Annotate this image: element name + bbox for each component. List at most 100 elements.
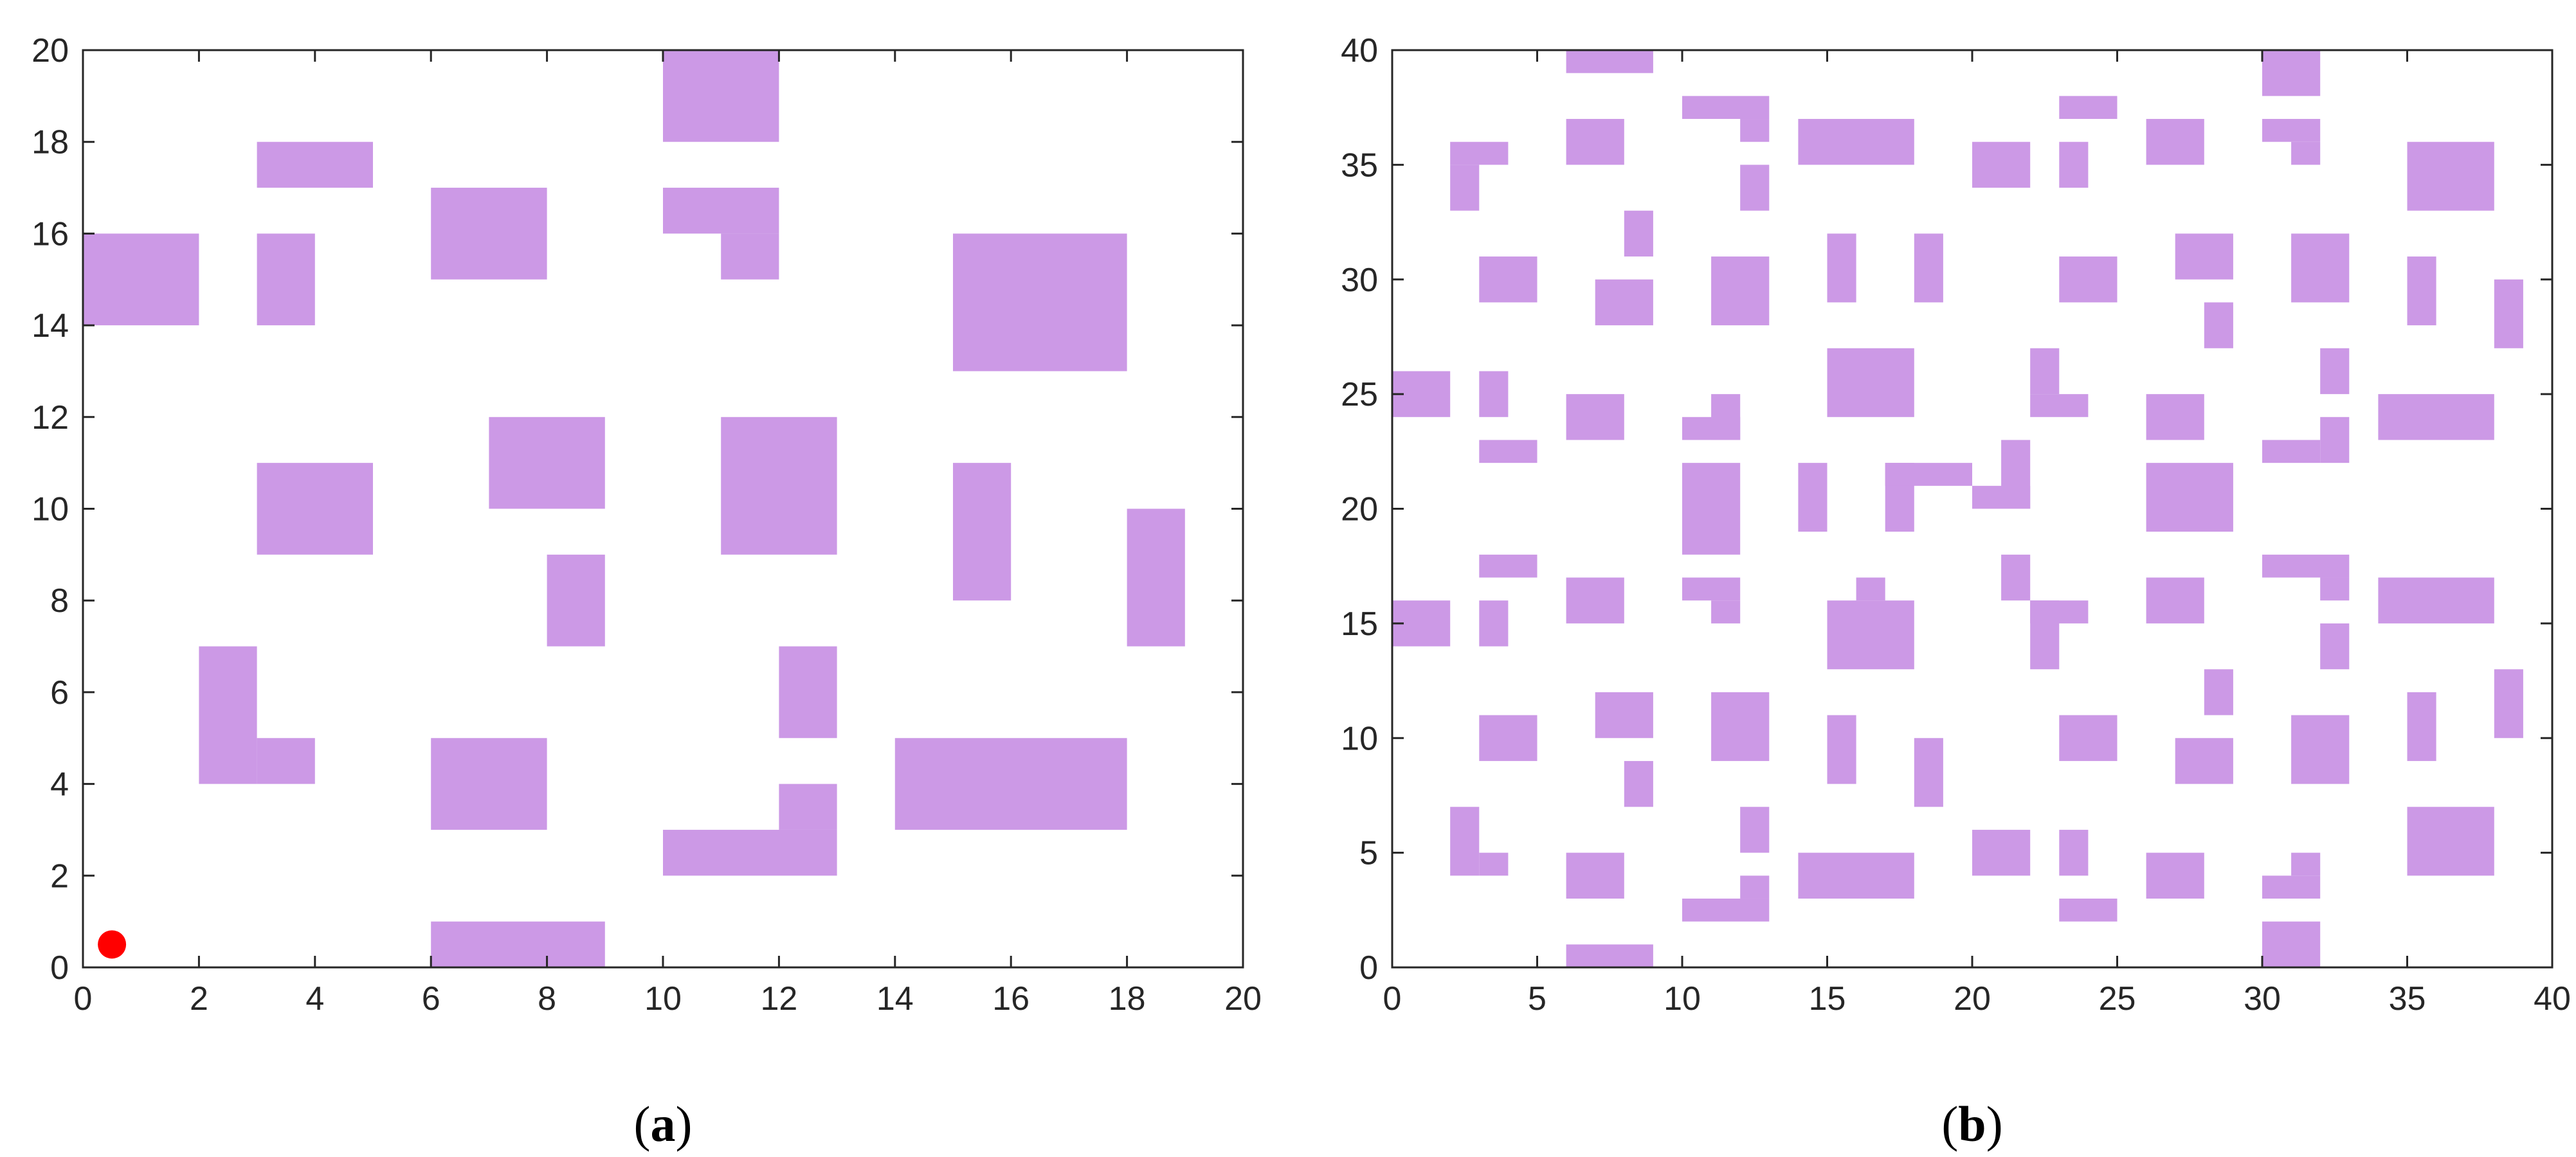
panel-b-obstacle-75 — [2407, 692, 2436, 761]
panel-b-obstacle-91 — [2407, 807, 2494, 876]
panel-b-obstacle-68 — [1479, 715, 1537, 761]
panel-a-start-marker — [98, 930, 127, 959]
panel-b-obstacle-24 — [2291, 233, 2350, 303]
panel-b-obstacle-10 — [1798, 119, 1914, 165]
panel-a-obstacle-4 — [431, 188, 547, 280]
panel-a-y-tick-label: 14 — [32, 307, 69, 345]
panel-a-x-tick-labels: 0 2 4 6 8 10 12 14 16 18 20 — [74, 980, 1262, 1018]
panel-a-y-tick-label: 20 — [32, 32, 69, 69]
panel-b-obstacle-22 — [2059, 256, 2118, 303]
panel-b-obstacle-38 — [2320, 417, 2350, 463]
panel-b-obstacle-48 — [2146, 463, 2233, 532]
panel-b-obstacle-16 — [1624, 210, 1653, 257]
panel-b-obstacle-45 — [1885, 463, 1972, 486]
panel-b-map: 0 5 10 15 20 25 30 35 40 0 5 10 15 20 25 30 35 40 (b) — [1341, 32, 2571, 1152]
panel-b-x-tick-label: 20 — [1954, 980, 1991, 1018]
panel-b-obstacle-83 — [1740, 875, 1770, 899]
panel-a-obstacle-8 — [489, 417, 605, 509]
panel-a-y-tick-label: 2 — [50, 857, 69, 895]
panel-a-y-tick-label: 10 — [32, 491, 69, 528]
panel-b-obstacle-81 — [1798, 852, 1914, 899]
panel-a-y-tick-label: 16 — [32, 215, 69, 253]
panel-a-obstacle-17 — [431, 738, 547, 830]
panel-a-obstacle-2 — [83, 233, 199, 326]
panel-b-obstacle-35 — [2030, 394, 2089, 417]
panel-a-start-marker-layer — [98, 930, 127, 959]
panel-b-obstacle-79 — [1740, 807, 1770, 853]
panel-b-obstacle-90 — [2262, 921, 2321, 967]
panel-b-obstacle-14 — [2407, 141, 2494, 211]
panel-a-y-tick-label: 4 — [50, 766, 69, 803]
panel-b-y-tick-label: 25 — [1341, 376, 1378, 413]
panel-b-obstacle-39 — [2262, 440, 2321, 463]
panel-b-obstacle-55 — [1827, 600, 1914, 670]
panel-b-obstacle-4 — [2059, 96, 2118, 120]
panel-b-ticks — [1391, 49, 2553, 969]
panel-b-obstacle-17 — [1914, 233, 1943, 303]
panel-b-obstacle-8 — [1450, 165, 1480, 211]
panel-a-y-tick-label: 8 — [50, 582, 69, 620]
panel-b-obstacle-52 — [1566, 577, 1624, 623]
panel-b-obstacle-72 — [2059, 715, 2118, 761]
panel-a-x-tick-label: 6 — [422, 980, 440, 1018]
panel-b-x-tick-label: 0 — [1383, 980, 1402, 1018]
panel-b-obstacle-11 — [1972, 141, 2031, 188]
panel-b-obstacle-49 — [1479, 554, 1537, 578]
panel-a-obstacle-15 — [257, 738, 315, 784]
panel-b-y-tick-label: 30 — [1341, 262, 1378, 299]
panel-b-y-tick-label: 10 — [1341, 720, 1378, 757]
panel-a-obstacle-12 — [1127, 508, 1185, 647]
panel-b-obstacle-18 — [1827, 233, 1856, 303]
panel-b-obstacle-62 — [2320, 577, 2350, 601]
panel-b-x-tick-label: 35 — [2389, 980, 2426, 1018]
panel-b-x-tick-label: 40 — [2534, 980, 2571, 1018]
panel-b-obstacle-51 — [1479, 600, 1509, 647]
panel-b-obstacle-32 — [1682, 417, 1741, 440]
panel-b-obstacle-43 — [1798, 463, 1828, 532]
panel-b-obstacle-82 — [1682, 898, 1770, 922]
panel-b-obstacle-2 — [1682, 96, 1770, 120]
panel-b-obstacle-37 — [2320, 348, 2350, 395]
panel-b-y-tick-label: 20 — [1341, 491, 1378, 528]
panel-b-obstacle-69 — [1827, 715, 1856, 784]
panel-b-obstacle-13 — [2146, 119, 2204, 165]
panel-a-obstacle-1 — [257, 141, 373, 188]
panel-b-y-tick-label: 35 — [1341, 147, 1378, 184]
panel-b-obstacle-26 — [2494, 279, 2523, 348]
panel-b-obstacle-87 — [2146, 852, 2204, 899]
panel-b-x-tick-labels: 0 5 10 15 20 25 30 35 40 — [1383, 980, 2571, 1018]
panel-a-x-tick-label: 10 — [644, 980, 682, 1018]
panel-b-obstacle-40 — [2378, 394, 2494, 440]
panel-b-x-tick-label: 5 — [1528, 980, 1547, 1018]
panel-a-x-tick-label: 14 — [876, 980, 914, 1018]
panel-a-obstacle-16 — [779, 646, 837, 739]
panel-b-obstacles — [1392, 50, 2523, 967]
panel-b-obstacle-12 — [2059, 141, 2089, 188]
panel-b-y-tick-labels: 0 5 10 15 20 25 30 35 40 — [1341, 32, 1378, 987]
panel-b-obstacle-59 — [2030, 600, 2089, 623]
panel-a-obstacle-9 — [721, 417, 837, 555]
panel-a-y-tick-label: 12 — [32, 399, 69, 436]
panel-b-obstacle-65 — [2204, 669, 2233, 715]
panel-b-y-tick-label: 15 — [1341, 605, 1378, 643]
panel-b-obstacle-9 — [1566, 119, 1624, 165]
panel-b-obstacle-76 — [2494, 669, 2523, 739]
panel-b-obstacle-78 — [1479, 852, 1509, 876]
panel-b-y-tick-label: 5 — [1359, 835, 1378, 872]
panel-b-obstacle-80 — [1566, 852, 1624, 899]
panel-a-obstacle-6 — [721, 233, 779, 280]
panel-b-y-tick-label: 40 — [1341, 32, 1378, 69]
panel-b-obstacle-23 — [2175, 233, 2233, 280]
panel-a-obstacle-21 — [431, 921, 605, 967]
panel-b-obstacle-20 — [1479, 256, 1537, 303]
panel-a-obstacle-10 — [257, 463, 373, 555]
panel-a-x-tick-label: 4 — [305, 980, 324, 1018]
panel-a-y-tick-label: 0 — [50, 949, 69, 987]
panel-b-obstacle-67 — [1711, 692, 1770, 761]
panel-a-x-tick-label: 8 — [538, 980, 556, 1018]
panel-b-obstacle-30 — [1566, 394, 1624, 440]
panel-b-obstacle-1 — [2262, 50, 2321, 96]
panel-b-obstacle-85 — [2059, 829, 2089, 876]
panel-a-caption: (a) — [634, 1096, 693, 1152]
